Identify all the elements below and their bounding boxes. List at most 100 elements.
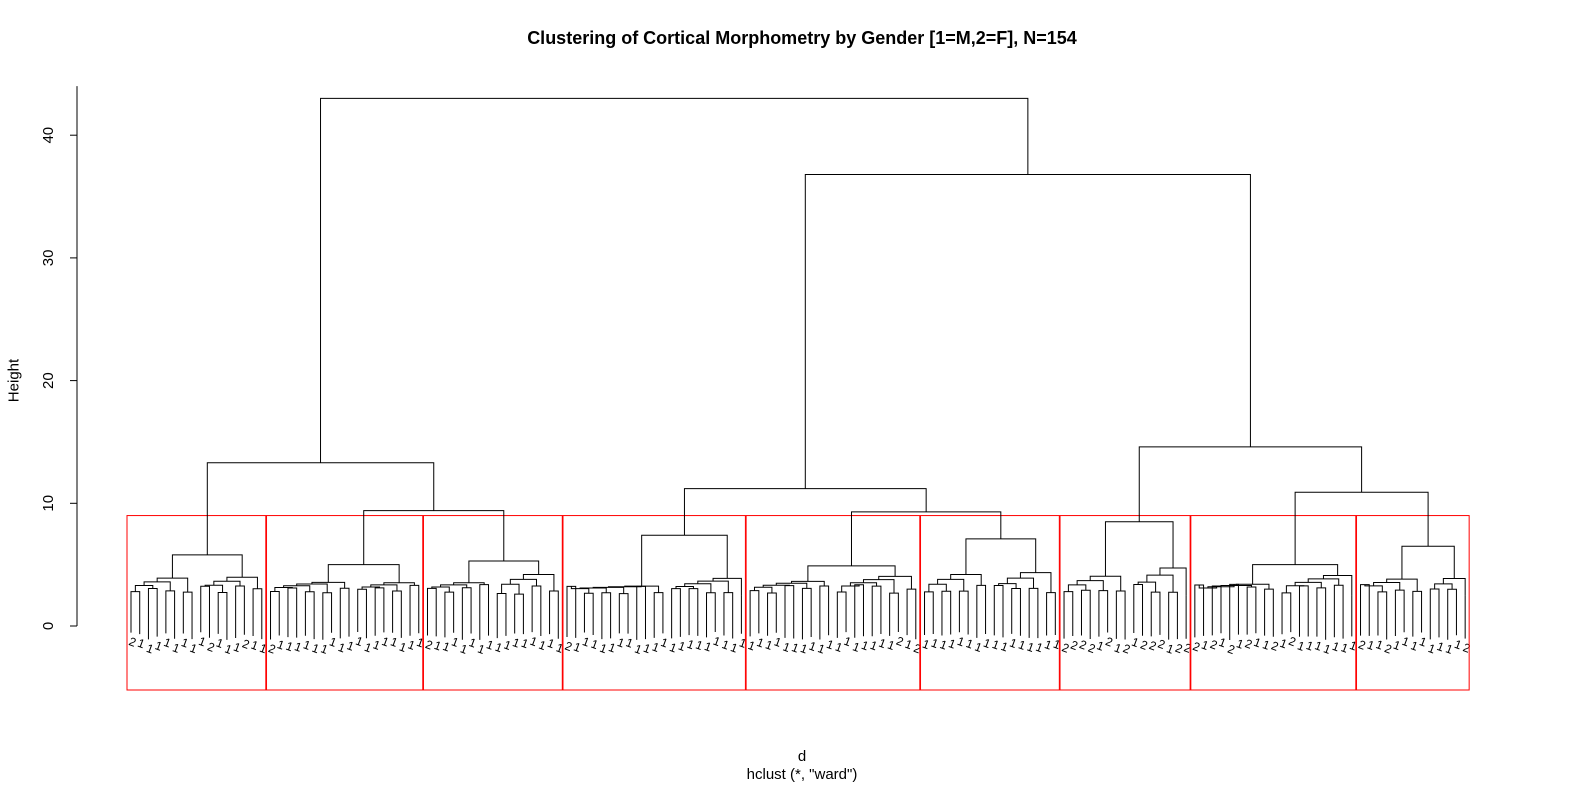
cluster-box bbox=[745, 515, 921, 691]
leaf-label: 2 bbox=[1383, 641, 1394, 657]
leaf-label: 1 bbox=[537, 638, 548, 654]
leaf-label: 1 bbox=[694, 638, 705, 654]
leaf-label: 2 bbox=[1356, 637, 1367, 653]
leaf-label: 1 bbox=[1426, 641, 1437, 657]
leaf-label: 1 bbox=[929, 636, 940, 652]
leaf-label: 1 bbox=[1034, 640, 1045, 656]
dendrogram-link bbox=[618, 593, 629, 634]
leaf-label: 1 bbox=[1016, 637, 1027, 653]
leaf-label: 1 bbox=[572, 639, 583, 655]
dendrogram-link bbox=[601, 592, 612, 640]
dendrogram-link bbox=[1434, 583, 1453, 590]
dendrogram-link bbox=[1146, 574, 1174, 593]
leaf-label: 1 bbox=[764, 637, 775, 653]
leaf-label: 2 bbox=[423, 637, 434, 653]
method-subtitle: hclust (*, "ward") bbox=[746, 766, 858, 783]
leaf-label: 2 bbox=[1147, 638, 1158, 654]
leaf-label: 1 bbox=[1278, 636, 1289, 652]
leaf-label: 1 bbox=[511, 635, 522, 651]
dendrogram-link bbox=[1373, 581, 1401, 591]
dendrogram-link bbox=[374, 587, 385, 636]
leaf-label: 1 bbox=[851, 639, 862, 655]
leaf-label: 1 bbox=[415, 635, 426, 651]
dendrogram-link bbox=[549, 590, 559, 639]
leaf-label: 2 bbox=[240, 636, 251, 652]
dendrogram-link bbox=[206, 462, 435, 555]
leaf-label: 1 bbox=[702, 639, 713, 655]
dendrogram-link bbox=[311, 581, 346, 589]
leaf-label: 1 bbox=[615, 635, 626, 651]
dendrogram-link bbox=[871, 585, 882, 637]
leaf-label: 1 bbox=[179, 635, 190, 651]
leaf-label: 1 bbox=[1095, 638, 1106, 654]
leaf-label: 1 bbox=[990, 637, 1001, 653]
cluster-box bbox=[1356, 515, 1470, 691]
leaf-label: 1 bbox=[345, 638, 356, 654]
cluster-box bbox=[1059, 515, 1191, 691]
leaf-label: 1 bbox=[920, 637, 931, 653]
dendrogram-link bbox=[1394, 589, 1405, 637]
dendrogram-link bbox=[1133, 583, 1144, 636]
leaf-label: 1 bbox=[1365, 637, 1376, 653]
dendrogram-link bbox=[1281, 592, 1292, 635]
dendrogram-link bbox=[1264, 588, 1274, 637]
dendrogram-link bbox=[514, 593, 524, 635]
leaf-label: 2 bbox=[1182, 640, 1193, 656]
leaf-label: 1 bbox=[598, 641, 609, 657]
leaf-label: 1 bbox=[476, 641, 487, 657]
cluster-box bbox=[1190, 515, 1357, 691]
leaf-label: 1 bbox=[528, 634, 539, 650]
dendrogram-link bbox=[165, 590, 176, 639]
leaf-label: 2 bbox=[1173, 641, 1184, 657]
leaf-label: 1 bbox=[1234, 636, 1245, 652]
dendrogram-link bbox=[878, 575, 912, 590]
leaf-label: 1 bbox=[1435, 639, 1446, 655]
dendrogram-link bbox=[339, 587, 350, 639]
dendrogram-link bbox=[409, 584, 420, 636]
leaf-label: 1 bbox=[232, 640, 243, 656]
dendrogram-link bbox=[370, 584, 398, 591]
dendrogram-link bbox=[753, 586, 773, 594]
leaf-label: 1 bbox=[755, 635, 766, 651]
leaf-label: 1 bbox=[223, 642, 234, 658]
leaf-label: 1 bbox=[633, 642, 644, 658]
dendrogram-link bbox=[583, 592, 594, 636]
dendrogram-link bbox=[636, 585, 646, 640]
leaf-label: 1 bbox=[1409, 638, 1420, 654]
dendrogram-link bbox=[392, 590, 402, 638]
dendrogram-link bbox=[235, 585, 245, 638]
dendrogram-link bbox=[1294, 581, 1322, 588]
leaf-label: 1 bbox=[519, 636, 530, 652]
dendrogram-link bbox=[509, 578, 537, 586]
leaf-label: 1 bbox=[859, 638, 870, 654]
dendrogram-link bbox=[1046, 592, 1056, 636]
leaf-label: 1 bbox=[275, 637, 286, 653]
dendrogram-link bbox=[156, 577, 189, 593]
leaf-label: 1 bbox=[371, 637, 382, 653]
leaf-label: 1 bbox=[293, 639, 304, 655]
dendrogram-link bbox=[287, 587, 298, 638]
dendrogram-link bbox=[1252, 564, 1339, 585]
dendrogram-link bbox=[1028, 587, 1039, 639]
leaf-label: 1 bbox=[624, 635, 635, 651]
leaf-label: 1 bbox=[1217, 635, 1228, 651]
leaf-label: 1 bbox=[685, 637, 696, 653]
dendrogram-link bbox=[270, 590, 280, 640]
leaf-label: 1 bbox=[589, 637, 600, 653]
leaf-label: 1 bbox=[493, 640, 504, 656]
leaf-label: 1 bbox=[450, 634, 461, 650]
leaf-label: 1 bbox=[790, 640, 801, 656]
leaf-label: 2 bbox=[1060, 640, 1071, 656]
dendrogram-link bbox=[1067, 584, 1087, 592]
cluster-box bbox=[126, 515, 267, 691]
dendrogram-link bbox=[819, 585, 830, 640]
leaf-label: 1 bbox=[641, 641, 652, 657]
leaf-label: 2 bbox=[1086, 641, 1097, 657]
leaf-label: 1 bbox=[938, 637, 949, 653]
dendrogram-link bbox=[1412, 590, 1423, 637]
leaf-label: 1 bbox=[136, 636, 147, 652]
y-tick-label: 0 bbox=[40, 622, 57, 630]
dendrogram-link bbox=[522, 573, 555, 591]
leaf-label: 1 bbox=[1330, 639, 1341, 655]
